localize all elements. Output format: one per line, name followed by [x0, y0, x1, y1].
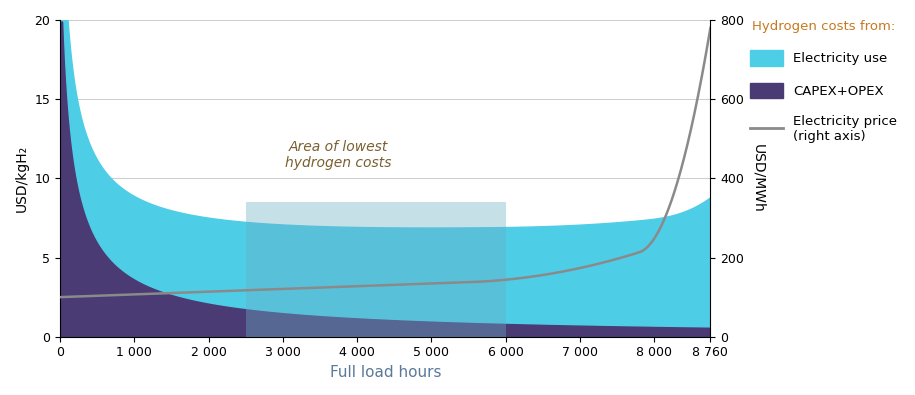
Y-axis label: USD/kgH₂: USD/kgH₂ [15, 145, 29, 212]
X-axis label: Full load hours: Full load hours [329, 365, 441, 380]
Text: Area of lowest
hydrogen costs: Area of lowest hydrogen costs [285, 139, 392, 170]
Y-axis label: USD/MWh: USD/MWh [751, 144, 765, 213]
Bar [246, 202, 505, 337]
Legend: Electricity use, CAPEX+OPEX, Electricity price
(right axis): Electricity use, CAPEX+OPEX, Electricity… [749, 20, 897, 143]
